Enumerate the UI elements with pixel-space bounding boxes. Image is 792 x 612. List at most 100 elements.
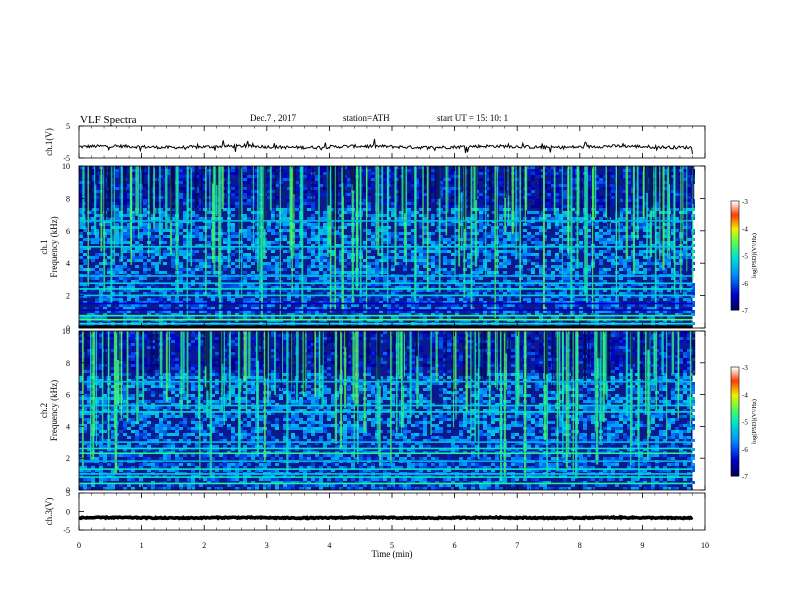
spectrogram-cell	[203, 181, 207, 184]
spectrogram-cell	[683, 292, 687, 295]
spectrogram-cell	[343, 235, 347, 238]
spectrogram-cell	[407, 280, 411, 283]
spectrogram-cell	[483, 169, 487, 172]
spectrogram-cell	[407, 313, 411, 316]
spectrogram-cell	[423, 271, 427, 274]
spectrogram-cell	[651, 244, 655, 247]
spectrogram-cell	[595, 283, 599, 286]
spectrogram-cell	[115, 241, 119, 244]
spectrogram-cell	[599, 310, 603, 313]
spectrogram-cell	[311, 259, 315, 262]
spectrogram-cell	[319, 280, 323, 283]
spectrogram-cell	[659, 244, 663, 247]
spectrogram-cell	[483, 196, 487, 199]
spectrogram-cell	[83, 217, 87, 220]
spectrogram-cell	[151, 205, 155, 208]
spectrogram-cell	[207, 193, 211, 196]
spectrogram-cell	[235, 292, 239, 295]
spectrogram-cell	[279, 244, 283, 247]
spectrogram-cell	[479, 214, 483, 217]
spectrogram-cell	[195, 235, 199, 238]
spectrogram-cell	[291, 253, 295, 256]
spectrogram-cell	[619, 292, 623, 295]
spectrogram-cell	[339, 208, 343, 211]
spectrogram-cell	[471, 217, 475, 220]
spectrogram-cell	[579, 298, 583, 301]
spectrogram-cell	[379, 271, 383, 274]
spectrogram-cell	[367, 181, 371, 184]
spectrogram-cell	[399, 286, 403, 289]
spectrogram-cell	[483, 199, 487, 202]
spectrogram-cell	[83, 259, 87, 262]
spectrogram-cell	[555, 295, 559, 298]
spectrogram-cell	[563, 226, 567, 229]
spectrogram-cell	[227, 283, 231, 286]
spectrogram-cell	[547, 205, 551, 208]
spectrogram-cell	[663, 199, 667, 202]
spectrogram-cell	[399, 316, 403, 319]
sferic-streak	[359, 166, 362, 298]
spectrogram-cell	[79, 226, 83, 229]
spectrogram-cell	[183, 181, 187, 184]
spectrogram-cell	[231, 175, 235, 178]
spectrogram-cell	[127, 196, 131, 199]
spectrogram-cell	[191, 199, 195, 202]
sferic-streak	[447, 166, 449, 213]
spectrogram-cell	[159, 241, 163, 244]
spectrogram-cell	[243, 169, 247, 172]
spectrogram-cell	[163, 316, 167, 319]
spectrogram-cell	[643, 217, 647, 220]
spectrogram-cell	[439, 301, 443, 304]
spectrogram-cell	[447, 202, 451, 205]
spectrogram-cell	[599, 280, 603, 283]
spectrogram-cell	[223, 205, 227, 208]
spectrogram-cell	[167, 277, 171, 280]
spectrogram-cell	[419, 259, 423, 262]
spectrogram-cell	[363, 283, 367, 286]
spectrogram-cell	[491, 232, 495, 235]
spectrogram-cell	[455, 205, 459, 208]
spectrogram-cell	[619, 238, 623, 241]
spectrogram-cell	[627, 304, 631, 307]
spectrogram-cell	[547, 277, 551, 280]
spectrogram-cell	[291, 292, 295, 295]
spectrogram-cell	[431, 223, 435, 226]
spectrogram-cell	[527, 235, 531, 238]
spectrogram-cell	[79, 316, 83, 319]
spectrogram-cell	[251, 271, 255, 274]
spectrogram-cell	[243, 256, 247, 259]
spectrogram-cell	[283, 235, 287, 238]
sferic-streak	[422, 166, 424, 247]
spectrogram-cell	[427, 256, 431, 259]
sferic-streak	[329, 166, 332, 214]
spectrogram-cell	[451, 295, 455, 298]
spectrogram-cell	[547, 193, 551, 196]
spectrogram-cell	[691, 322, 695, 325]
spectrogram-cell	[79, 256, 83, 259]
spectrogram-cell	[235, 283, 239, 286]
spectrogram-cell	[671, 232, 675, 235]
spectrogram-cell	[523, 253, 527, 256]
spectrogram-cell	[279, 232, 283, 235]
spectrogram-cell	[215, 310, 219, 313]
spectrogram-cell	[651, 208, 655, 211]
spectrogram-cell	[159, 202, 163, 205]
spectrogram-cell	[255, 256, 259, 259]
spectrogram-cell	[683, 256, 687, 259]
spectrogram-cell	[659, 226, 663, 229]
spectrogram-cell	[555, 304, 559, 307]
spectrogram-cell	[539, 172, 543, 175]
spectrogram-cell	[435, 307, 439, 310]
spectrogram-cell	[387, 232, 391, 235]
spectrogram-cell	[623, 226, 627, 229]
spectrogram-cell	[679, 310, 683, 313]
spectrogram-cell	[179, 172, 183, 175]
station-label: station=ATH	[343, 113, 390, 123]
spectrogram-cell	[447, 187, 451, 190]
spectrogram-cell	[323, 304, 327, 307]
spectrogram-cell	[515, 205, 519, 208]
spectrogram-cell	[571, 238, 575, 241]
spectrogram-cell	[507, 292, 511, 295]
spectrogram-cell	[491, 307, 495, 310]
sferic-streak	[515, 166, 517, 260]
